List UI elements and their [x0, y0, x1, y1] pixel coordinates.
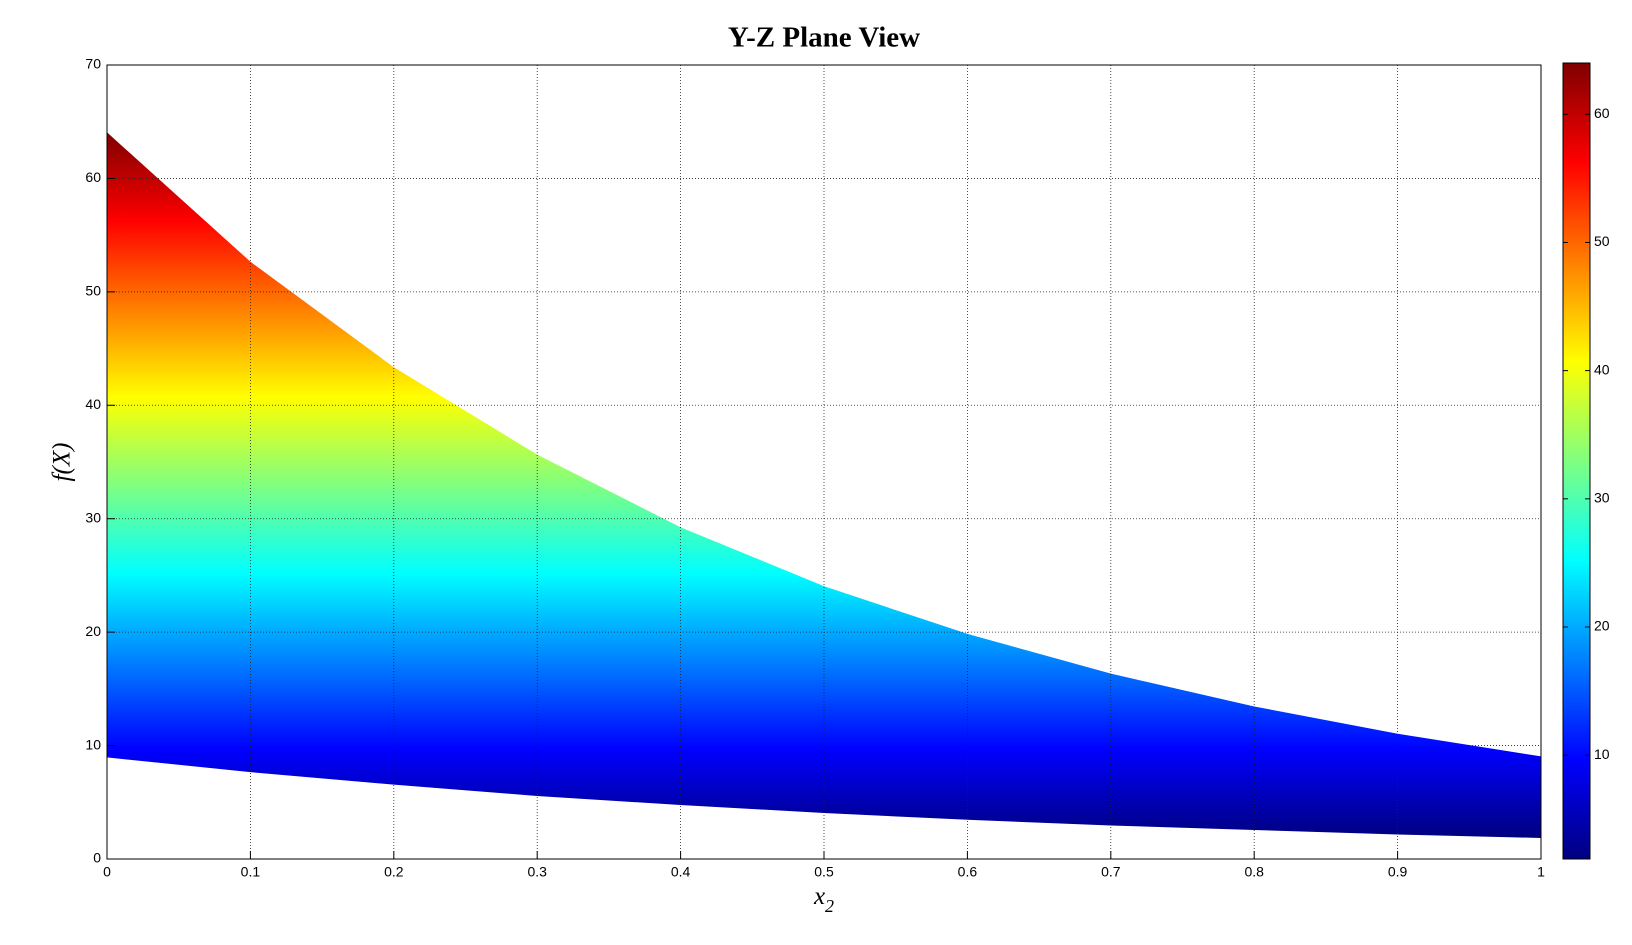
- axes-box: [106, 64, 1542, 860]
- x-tick-label: 0.3: [527, 864, 547, 880]
- x-tick-label: 1: [1537, 864, 1545, 880]
- colorbar-tick-label: 60: [1594, 105, 1610, 121]
- y-tick-label: 40: [85, 396, 101, 412]
- colorbar-tick-label: 40: [1594, 361, 1610, 377]
- y-tick-label: 10: [85, 736, 101, 752]
- x-tick-label: 0.9: [1388, 864, 1408, 880]
- x-tick-label: 0.7: [1101, 864, 1121, 880]
- y-axis-label: f(X): [49, 443, 76, 482]
- y-tick-label: 0: [93, 850, 101, 866]
- x-axis-label-main: x: [813, 883, 825, 910]
- x-tick-label: 0.1: [241, 864, 261, 880]
- colorbar-tick-label: 30: [1594, 490, 1610, 506]
- colorbar-tick-label: 20: [1594, 618, 1610, 634]
- x-tick-label: 0.8: [1244, 864, 1264, 880]
- band-fill: [107, 133, 1541, 838]
- y-tick-label: 70: [85, 56, 101, 72]
- x-axis-label-sub: 2: [825, 896, 834, 916]
- y-tick-label: 50: [85, 283, 101, 299]
- y-tick-label: 20: [85, 623, 101, 639]
- x-tick-label: 0.4: [671, 864, 691, 880]
- band-edge: [106, 132, 1542, 758]
- x-tick-label: 0.6: [958, 864, 978, 880]
- chart-title: Y-Z Plane View: [728, 22, 920, 54]
- colorbar-tick-label: 10: [1594, 746, 1610, 762]
- x-axis-label: x2: [813, 883, 834, 916]
- colorbar-tick-label: 50: [1594, 233, 1610, 249]
- x-tick-label: 0: [103, 864, 111, 880]
- x-tick-label: 0.2: [384, 864, 404, 880]
- y-tick-label: 60: [85, 169, 101, 185]
- y-tick-label: 30: [85, 509, 101, 525]
- colorbar: [1562, 62, 1591, 860]
- x-tick-label: 0.5: [814, 864, 834, 880]
